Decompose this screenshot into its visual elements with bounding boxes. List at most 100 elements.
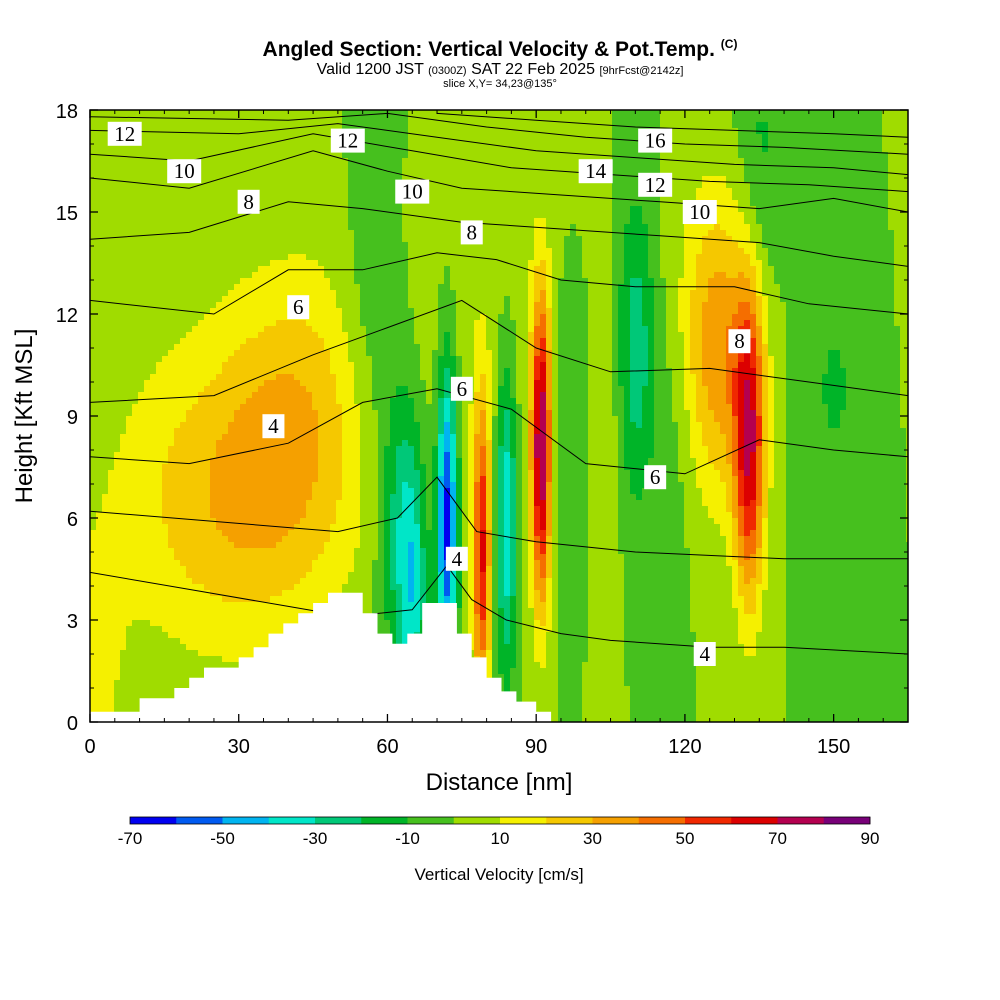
field-cell <box>210 230 217 237</box>
field-cell <box>432 152 439 159</box>
field-cell <box>816 170 823 177</box>
field-cell <box>510 254 517 261</box>
field-cell <box>324 320 331 327</box>
field-cell <box>450 188 457 195</box>
field-cell <box>840 128 847 135</box>
field-cell <box>534 194 541 201</box>
field-cell <box>318 140 325 147</box>
field-cell <box>840 260 847 267</box>
field-cell <box>354 110 361 117</box>
field-cell <box>768 152 775 159</box>
field-cell <box>630 320 637 327</box>
field-cell <box>420 296 427 303</box>
field-cell <box>876 140 883 147</box>
field-cell <box>876 110 883 117</box>
field-cell <box>336 152 343 159</box>
field-cell <box>660 314 667 321</box>
field-cell <box>630 188 637 195</box>
field-cell <box>138 176 145 183</box>
field-cell <box>630 146 637 153</box>
field-cell <box>852 182 859 189</box>
field-cell <box>618 272 625 279</box>
field-cell <box>204 248 211 255</box>
field-cell <box>546 128 553 135</box>
field-cell <box>234 260 241 267</box>
field-cell <box>852 290 859 297</box>
field-cell <box>414 134 421 141</box>
field-cell <box>474 134 481 141</box>
field-cell <box>192 212 199 219</box>
field-cell <box>372 314 379 321</box>
field-cell <box>852 152 859 159</box>
field-cell <box>792 296 799 303</box>
field-cell <box>594 128 601 135</box>
field-cell <box>732 194 739 201</box>
title-units: (C) <box>720 37 738 51</box>
field-cell <box>906 248 908 255</box>
field-cell <box>180 188 187 195</box>
field-cell <box>558 200 565 207</box>
field-cell <box>360 284 367 291</box>
field-cell <box>294 230 301 237</box>
field-cell <box>384 224 391 231</box>
field-cell <box>882 284 889 291</box>
field-cell <box>456 296 463 303</box>
field-cell <box>600 248 607 255</box>
field-cell <box>540 140 547 147</box>
field-cell <box>618 188 625 195</box>
field-cell <box>408 230 415 237</box>
field-cell <box>402 266 409 273</box>
field-cell <box>114 290 121 297</box>
field-cell <box>450 302 457 309</box>
field-cell <box>456 122 463 129</box>
field-cell <box>798 134 805 141</box>
field-cell <box>402 326 409 333</box>
field-cell <box>870 134 877 141</box>
field-cell <box>144 320 151 327</box>
field-cell <box>618 254 625 261</box>
field-cell <box>546 308 553 315</box>
field-cell <box>402 152 409 159</box>
field-cell <box>420 134 427 141</box>
field-cell <box>834 236 841 243</box>
field-cell <box>156 284 163 291</box>
field-cell <box>504 254 511 261</box>
field-cell <box>624 170 631 177</box>
field-cell <box>408 128 415 135</box>
field-cell <box>762 272 769 279</box>
field-cell <box>456 248 463 255</box>
field-cell <box>474 110 481 117</box>
field-cell <box>522 224 529 231</box>
field-cell <box>462 170 469 177</box>
field-cell <box>600 116 607 123</box>
field-cell <box>732 296 739 303</box>
field-cell <box>414 320 421 327</box>
field-cell <box>288 176 295 183</box>
field-cell <box>114 146 121 153</box>
field-cell <box>438 194 445 201</box>
field-cell <box>210 182 217 189</box>
field-cell <box>150 314 157 321</box>
field-cell <box>702 248 709 255</box>
field-cell <box>480 242 487 249</box>
field-cell <box>840 212 847 219</box>
field-cell <box>126 266 133 273</box>
field-cell <box>180 248 187 255</box>
field-cell <box>306 218 313 225</box>
field-cell <box>492 146 499 153</box>
field-cell <box>336 314 343 321</box>
field-cell <box>234 110 241 117</box>
field-cell <box>864 302 871 309</box>
field-cell <box>594 188 601 195</box>
field-cell <box>270 200 277 207</box>
field-cell <box>174 224 181 231</box>
field-cell <box>402 218 409 225</box>
field-cell <box>792 188 799 195</box>
field-cell <box>468 206 475 213</box>
field-cell <box>678 260 685 267</box>
field-cell <box>690 308 697 315</box>
field-cell <box>336 242 343 249</box>
field-cell <box>498 158 505 165</box>
field-cell <box>228 290 235 297</box>
field-cell <box>840 188 847 195</box>
